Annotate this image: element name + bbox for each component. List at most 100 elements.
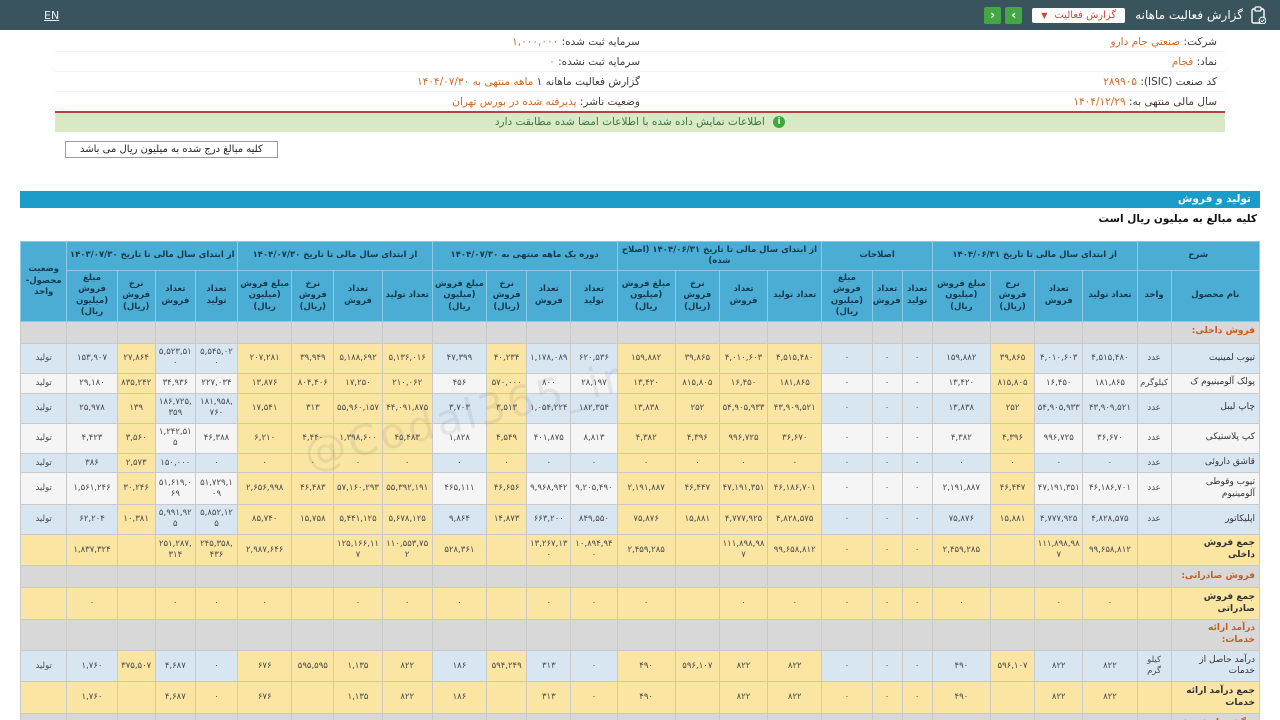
cell (767, 320, 823, 344)
cell (1082, 565, 1138, 589)
isic-label: کد صنعت (ISIC): (1140, 75, 1217, 88)
cell (154, 565, 196, 589)
value-cell: ۰ (718, 587, 769, 620)
value-cell: ۰ (381, 452, 433, 474)
value-cell: ۳,۵۶۰ (116, 422, 156, 454)
cell (1034, 320, 1084, 344)
value-cell: ۳,۵۱۳ (486, 392, 528, 424)
chevron-down-icon: ▼ (1041, 10, 1048, 20)
cell (718, 712, 769, 720)
production-sales-table: شرح از ابتدای سال مالی تا تاریخ ۱۴۰۴/۰۶/۳… (19, 241, 1261, 720)
info-row: شرکت: صنعتي جام دارو سرمایه ثبت شده: ۱,۰… (55, 32, 1225, 52)
value-cell: ۰ (237, 452, 293, 474)
unit-cell: عدد (1136, 503, 1172, 535)
value-cell: ۰ (526, 452, 572, 474)
column-header: مبلغ فروش (میلیون ریال) (66, 269, 118, 322)
table-amounts-note: کلیه مبالغ به میلیون ریال است (1098, 213, 1257, 225)
value-cell: ۸۲۲ (718, 650, 769, 683)
value-cell: ۴,۵۱۵,۴۸۰ (1082, 342, 1138, 374)
cell (821, 565, 873, 589)
column-header: تعداد فروش (526, 269, 572, 322)
cell (821, 712, 873, 720)
value-cell: ۰ (871, 372, 903, 394)
cell (901, 565, 933, 589)
value-cell: ۵۴,۹۰۵,۹۳۳ (718, 392, 769, 424)
value-cell: ۳۹,۸۶۵ (989, 342, 1036, 374)
report-type-dropdown[interactable]: گزارش فعالیت ▼ (1032, 7, 1126, 23)
cell (1136, 712, 1172, 720)
cell (674, 618, 720, 652)
value-cell: ۰ (767, 452, 823, 474)
value-cell: ۱۳۹ (116, 392, 156, 424)
value-cell: ۰ (821, 681, 873, 714)
section-row: برگشت از فروش: (19, 712, 1261, 720)
value-cell: ۹,۸۶۴ (431, 503, 488, 535)
value-cell: ۴,۴۲۳ (66, 422, 118, 454)
value-cell: ۴۴,۰۹۱,۸۷۵ (381, 392, 433, 424)
value-cell: ۴۰,۲۳۴ (486, 342, 528, 374)
value-cell: ۲,۴۵۹,۲۸۵ (931, 533, 991, 567)
unit-cell (1136, 533, 1172, 567)
cell (194, 320, 239, 344)
cell (1082, 618, 1138, 652)
value-cell: ۴,۷۷۷,۹۲۵ (718, 503, 769, 535)
value-cell: ۴۹۰ (931, 650, 991, 683)
report-nav-buttons: › ‹ (984, 6, 1023, 24)
unregistered-capital-value: ۰ (549, 55, 555, 68)
value-cell: ۰ (901, 342, 933, 374)
column-header: تعداد تولید (570, 269, 618, 322)
column-header: نام محصول (1170, 269, 1261, 322)
cell (1082, 320, 1138, 344)
product-name-cell: درآمد حاصل از خدمات (1170, 650, 1261, 683)
value-cell: ۰ (291, 452, 335, 474)
cell (19, 712, 68, 720)
cell (486, 618, 528, 652)
cell (291, 565, 335, 589)
value-cell: ۰ (989, 452, 1036, 474)
unit-cell: کیلوگرم (1136, 372, 1172, 394)
column-header: تعداد تولید (901, 269, 933, 322)
prev-report-button[interactable]: ‹ (984, 6, 1002, 24)
group-header: از ابتدای سال مالی تا تاریخ ۱۴۰۴/۰۶/۳۱ (… (616, 241, 823, 271)
next-report-button[interactable]: › (1005, 6, 1023, 24)
section-row: درآمد ارائه خدمات: (19, 618, 1261, 652)
value-cell: ۰ (821, 452, 873, 474)
value-cell: ۷۵,۸۷۶ (931, 503, 991, 535)
cell (381, 320, 433, 344)
registered-capital-label: سرمایه ثبت شده: (561, 35, 640, 48)
value-cell: ۵,۸۵۲,۱۲۵ (194, 503, 239, 535)
value-cell: ۲,۶۵۶,۹۹۸ (237, 472, 293, 505)
cell (381, 618, 433, 652)
cell (237, 320, 293, 344)
unit-cell: عدد (1136, 392, 1172, 424)
value-cell (486, 533, 528, 567)
value-cell: ۲۴۵,۳۵۸,۴۳۶ (194, 533, 239, 567)
value-cell: ۰ (901, 650, 933, 683)
value-cell: ۱۳,۲۶۷,۱۳۰ (526, 533, 572, 567)
value-cell: ۹,۲۰۵,۴۹۰ (570, 472, 618, 505)
cell (1082, 712, 1138, 720)
value-cell: ۰ (431, 587, 488, 620)
value-cell: ۲۹,۱۸۰ (66, 372, 118, 394)
value-cell: ۵,۱۸۸,۶۹۲ (333, 342, 383, 374)
value-cell: ۲,۱۹۱,۸۸۷ (616, 472, 676, 505)
value-cell (291, 681, 335, 714)
company-value: صنعتي جام دارو (1110, 35, 1181, 48)
value-cell: ۴۷,۱۹۱,۳۵۱ (1034, 472, 1084, 505)
value-cell (291, 587, 335, 620)
unit-cell (1136, 681, 1172, 714)
cell (901, 712, 933, 720)
value-cell: ۴,۴۴۰ (291, 422, 335, 454)
column-header: مبلغ فروش (میلیون ریال) (431, 269, 488, 322)
value-cell: ۱۳,۸۳۸ (616, 392, 676, 424)
value-cell: ۴,۶۸۷ (154, 650, 196, 683)
cell (767, 618, 823, 652)
english-language-link[interactable]: EN (44, 8, 60, 22)
cell (616, 712, 676, 720)
value-cell: ۶۲,۲۰۴ (66, 503, 118, 535)
value-cell: ۶,۲۱۰ (237, 422, 293, 454)
value-cell: ۰ (194, 587, 239, 620)
value-cell: ۳۱۳ (526, 681, 572, 714)
value-cell: ۹۹۶,۷۲۵ (718, 422, 769, 454)
value-cell: ۰ (821, 422, 873, 454)
